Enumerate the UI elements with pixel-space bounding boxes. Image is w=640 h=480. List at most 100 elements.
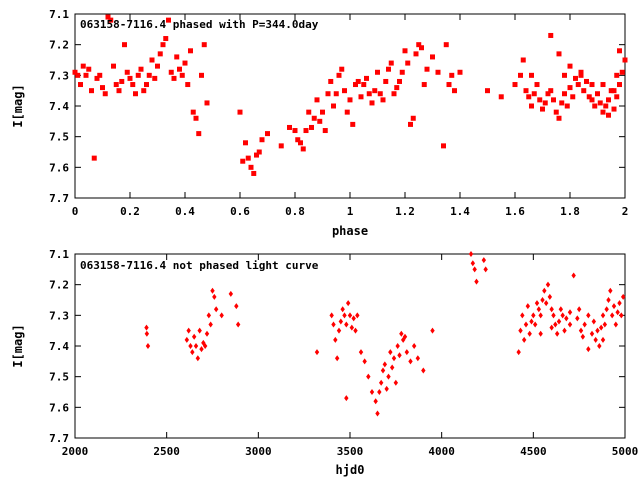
data-point xyxy=(185,82,191,88)
y-tick-label: 7.5 xyxy=(49,131,69,144)
data-point xyxy=(567,321,573,328)
y-tick-label: 7.2 xyxy=(49,39,69,52)
x-tick-label: 0.4 xyxy=(175,205,195,218)
data-point xyxy=(102,91,108,97)
data-point xyxy=(540,297,545,303)
data-point xyxy=(472,266,477,273)
data-point xyxy=(111,63,116,69)
data-point xyxy=(483,266,488,273)
y-tick-label: 7.6 xyxy=(49,401,69,414)
data-point xyxy=(168,69,174,75)
data-point xyxy=(457,69,463,75)
data-point xyxy=(155,63,160,69)
data-point xyxy=(349,324,355,331)
data-point xyxy=(617,82,622,88)
data-point xyxy=(188,343,193,349)
data-point xyxy=(575,315,580,322)
data-point xyxy=(331,321,336,328)
data-point xyxy=(355,312,360,319)
data-point xyxy=(595,327,600,334)
ticks-unphased: 2000 2500 3000 3500 4000 4500 5000 7.1 7.2 7.3 7.4… xyxy=(49,248,638,458)
data-point xyxy=(543,300,549,307)
data-point xyxy=(545,281,551,288)
data-point xyxy=(174,54,180,60)
data-point xyxy=(314,349,320,356)
data-point xyxy=(127,75,133,81)
data-point xyxy=(89,88,94,94)
data-point xyxy=(361,82,367,88)
data-point xyxy=(342,312,347,319)
data-point xyxy=(314,97,320,103)
data-point xyxy=(138,66,144,72)
data-point xyxy=(586,312,591,319)
data-point xyxy=(133,91,138,97)
y-tick-label: 7.4 xyxy=(49,340,69,353)
data-point xyxy=(518,327,523,334)
data-point xyxy=(586,346,591,353)
data-point xyxy=(551,97,556,103)
data-point xyxy=(542,100,548,106)
data-point xyxy=(338,318,344,325)
data-point xyxy=(177,66,182,72)
y-tick-label: 7.6 xyxy=(49,161,69,174)
data-point xyxy=(559,100,565,106)
data-point xyxy=(351,315,356,322)
data-point xyxy=(116,88,122,94)
data-point xyxy=(481,257,487,264)
y-axis-label-unphased: I[mag] xyxy=(11,324,25,367)
data-point xyxy=(344,109,350,115)
data-point xyxy=(578,69,584,75)
x-axis-label-phased: phase xyxy=(332,224,368,238)
data-point xyxy=(251,170,257,176)
data-point xyxy=(411,343,417,349)
x-axis-label-unphased: hjd0 xyxy=(336,463,365,477)
x-tick-label: 0.6 xyxy=(230,205,250,218)
data-point xyxy=(373,398,378,405)
data-point xyxy=(564,103,570,109)
data-point xyxy=(364,75,369,81)
data-point xyxy=(362,358,367,365)
data-point xyxy=(160,42,166,48)
data-point xyxy=(529,103,534,109)
data-point xyxy=(190,109,196,115)
data-point xyxy=(446,82,452,88)
data-point xyxy=(567,63,573,69)
data-point xyxy=(548,32,554,38)
data-point xyxy=(609,312,615,319)
x-tick-label: 4000 xyxy=(428,445,455,458)
data-point xyxy=(347,312,353,319)
data-point xyxy=(581,88,587,94)
x-tick-label: 0 xyxy=(72,205,79,218)
data-point xyxy=(80,63,86,69)
data-point xyxy=(122,42,127,48)
data-point xyxy=(485,88,490,94)
data-point xyxy=(393,379,399,386)
data-point xyxy=(186,327,191,334)
data-point xyxy=(145,343,151,349)
data-point xyxy=(171,75,177,81)
data-point xyxy=(303,128,309,134)
data-point xyxy=(144,330,150,337)
data-point xyxy=(562,72,567,78)
data-point xyxy=(617,48,622,54)
data-point xyxy=(317,118,323,124)
data-point xyxy=(119,78,125,84)
data-point xyxy=(608,287,613,294)
data-point xyxy=(452,88,457,94)
data-point xyxy=(615,309,620,316)
y-tick-label: 7.3 xyxy=(49,69,69,82)
data-point xyxy=(300,146,306,152)
data-point xyxy=(394,85,400,91)
data-point xyxy=(549,306,554,313)
x-tick-label: 1.4 xyxy=(450,205,470,218)
data-point xyxy=(603,103,609,109)
data-point xyxy=(592,103,598,109)
data-point xyxy=(320,109,325,115)
data-point xyxy=(199,72,204,78)
data-point xyxy=(520,57,526,63)
points-unphased xyxy=(144,251,626,417)
plot-frame-unphased xyxy=(74,253,626,439)
chart-unphased: 2000 2500 3000 3500 4000 4500 5000 7.1 7.2 7.3 7.4… xyxy=(11,248,638,477)
data-point xyxy=(558,306,564,313)
y-tick-label: 7.1 xyxy=(49,8,69,21)
